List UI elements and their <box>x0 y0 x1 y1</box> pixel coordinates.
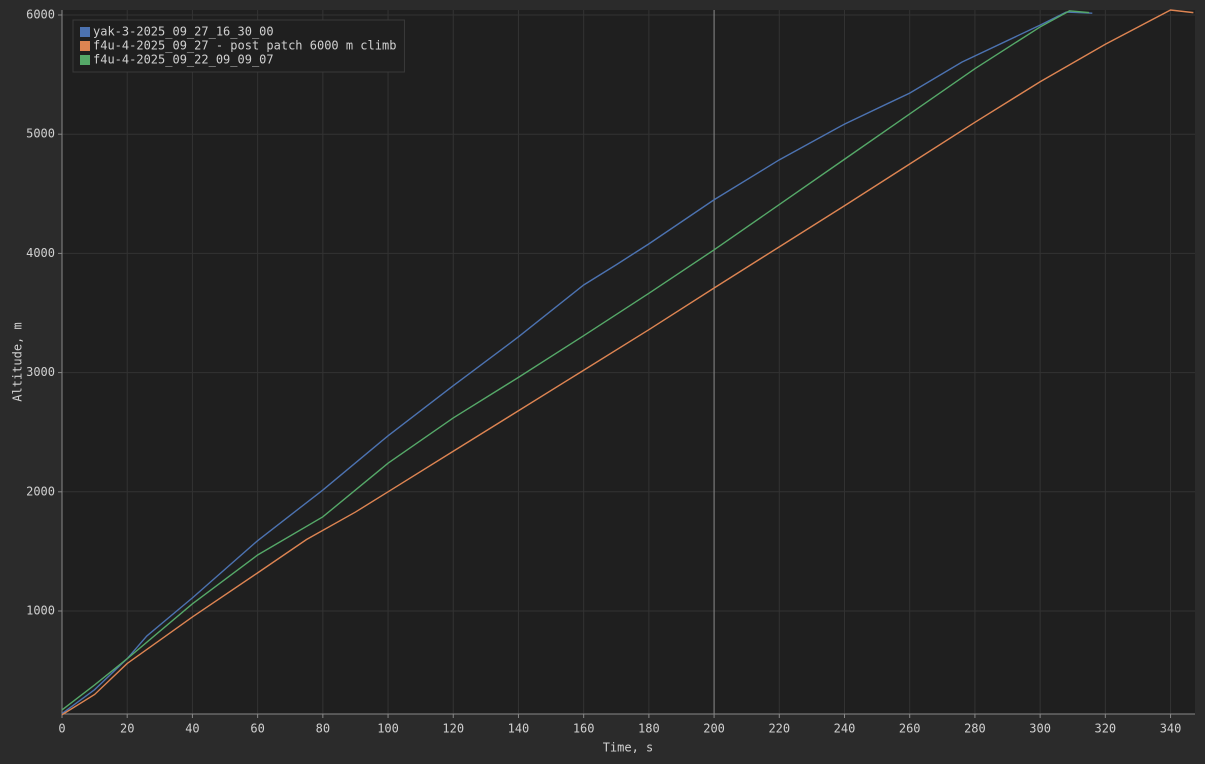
plot-area <box>62 10 1195 714</box>
y-tick-label: 1000 <box>26 604 55 618</box>
x-tick-label: 40 <box>185 722 199 736</box>
legend <box>72 19 405 73</box>
x-tick-label: 340 <box>1160 722 1182 736</box>
y-tick-label: 6000 <box>26 8 55 22</box>
x-tick-label: 260 <box>899 722 921 736</box>
x-tick-label: 80 <box>316 722 330 736</box>
x-tick-label: 160 <box>573 722 595 736</box>
x-tick-label: 320 <box>1094 722 1116 736</box>
x-tick-label: 220 <box>768 722 790 736</box>
x-axis-label: Time, s <box>603 741 654 755</box>
y-axis-label: Altitude, m <box>11 322 25 401</box>
x-tick-label: 60 <box>250 722 264 736</box>
x-tick-label: 140 <box>508 722 530 736</box>
series-line <box>61 11 1093 715</box>
y-tick-label: 2000 <box>26 484 55 498</box>
x-tick-label: 240 <box>834 722 856 736</box>
x-tick-label: 20 <box>120 722 134 736</box>
x-tick-label: 180 <box>638 722 660 736</box>
legend-swatch <box>80 55 90 65</box>
legend-swatch <box>80 41 90 51</box>
series-line <box>61 10 1090 711</box>
legend-swatch <box>80 27 90 37</box>
x-tick-label: 200 <box>703 722 725 736</box>
legend-label: yak-3-2025_09_27_16_30_00 <box>93 25 274 39</box>
series-line <box>61 9 1194 716</box>
legend-label: f4u-4-2025_09_27 - post patch 6000 m cli… <box>93 39 396 53</box>
y-tick-label: 5000 <box>26 127 55 141</box>
y-tick-label: 3000 <box>26 365 55 379</box>
x-tick-label: 100 <box>377 722 399 736</box>
y-tick-label: 4000 <box>26 246 55 260</box>
x-tick-label: 0 <box>58 722 65 736</box>
legend-label: f4u-4-2025_09_22_09_09_07 <box>93 53 274 67</box>
x-tick-label: 280 <box>964 722 986 736</box>
x-tick-label: 300 <box>1029 722 1051 736</box>
x-tick-label: 120 <box>442 722 464 736</box>
